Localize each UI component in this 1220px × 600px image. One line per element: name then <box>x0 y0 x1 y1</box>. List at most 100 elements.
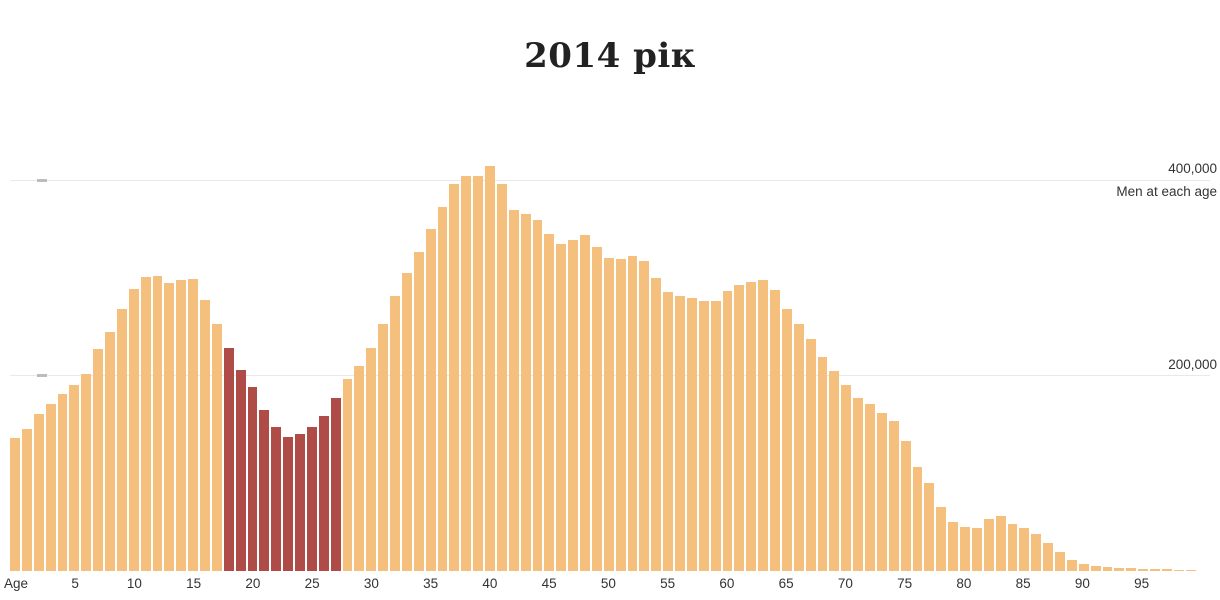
bar-age-96 <box>1150 569 1160 571</box>
bar-age-57 <box>686 298 697 571</box>
bar-age-46 <box>556 243 567 571</box>
bar-age-74 <box>888 420 899 571</box>
bar-age-39 <box>473 176 483 571</box>
bar-age-21 <box>259 409 270 571</box>
bar-age-79 <box>948 522 958 571</box>
bar-age-19 <box>235 369 246 571</box>
bar-age-48 <box>580 234 590 571</box>
bar-age-5 <box>69 385 80 571</box>
bar-age-24 <box>295 434 305 571</box>
bar-age-11 <box>140 276 151 571</box>
grid-tick-mark <box>37 178 47 182</box>
bar-age-54 <box>651 277 662 571</box>
bar-age-17 <box>211 323 222 571</box>
y-axis-annotation: Men at each age <box>1116 184 1217 199</box>
bar-age-38 <box>461 176 472 571</box>
bar-age-10 <box>128 288 139 571</box>
bar-age-16 <box>200 299 210 571</box>
bar-age-61 <box>734 284 745 571</box>
bar-age-73 <box>876 412 887 571</box>
bar-age-41 <box>496 183 507 571</box>
bar-age-56 <box>675 296 685 571</box>
chart-title: 2014 рік <box>524 36 696 76</box>
bar-age-62 <box>746 282 757 571</box>
bar-age-26 <box>318 415 329 571</box>
bar-age-8 <box>105 331 115 571</box>
bar-age-23 <box>283 436 293 571</box>
x-tick-label-50: 50 <box>600 576 616 591</box>
bar-age-43 <box>520 214 531 571</box>
x-tick-label-90: 90 <box>1074 576 1090 591</box>
bar-age-70 <box>841 385 852 571</box>
bar-age-6 <box>81 373 92 571</box>
bar-age-4 <box>57 393 68 571</box>
x-axis-corner-label: Age <box>4 576 29 591</box>
bar-age-1 <box>21 429 32 571</box>
bar-age-52 <box>627 255 638 571</box>
bar-age-60 <box>722 291 733 571</box>
y-tick-label: 200,000 <box>1168 356 1217 372</box>
x-axis: Age 5 10 15 20 25 30 35 40 45 50 55 60 65 70 75 80 85 90 9… <box>0 576 1220 596</box>
bar-age-34 <box>413 252 424 571</box>
x-tick-label-10: 10 <box>126 576 142 591</box>
bar-age-49 <box>591 247 602 571</box>
bar-age-40 <box>485 166 495 571</box>
bar-age-30 <box>366 347 377 571</box>
bar-age-78 <box>936 506 947 571</box>
bar-age-59 <box>710 300 721 571</box>
bar-age-51 <box>615 258 626 571</box>
bar-age-13 <box>164 282 175 571</box>
bar-age-45 <box>544 233 555 571</box>
grid-tick-mark <box>37 374 47 377</box>
bar-age-77 <box>924 483 935 571</box>
bar-age-7 <box>93 348 103 571</box>
bar-age-76 <box>912 466 923 571</box>
bar-age-81 <box>971 528 982 571</box>
bar-age-90 <box>1078 564 1089 571</box>
bar-age-47 <box>568 239 578 571</box>
bar-age-92 <box>1102 566 1113 571</box>
bar-age-72 <box>865 403 875 571</box>
x-tick-label-40: 40 <box>482 576 498 591</box>
x-tick-label-55: 55 <box>660 576 676 591</box>
bar-age-86 <box>1031 534 1042 571</box>
x-tick-label-45: 45 <box>541 576 557 591</box>
bar-age-12 <box>152 275 163 571</box>
bar-age-32 <box>390 295 400 571</box>
bar-age-28 <box>342 379 353 571</box>
bar-age-25 <box>306 427 317 571</box>
bar-age-94 <box>1126 568 1137 571</box>
bar-age-0 <box>10 438 20 571</box>
bar-age-50 <box>603 257 614 571</box>
bar-age-88 <box>1055 551 1065 571</box>
bar-age-95 <box>1138 568 1148 571</box>
bar-age-89 <box>1066 559 1077 571</box>
y-tick-label: 400,000 <box>1168 161 1217 176</box>
x-tick-label-80: 80 <box>956 576 972 591</box>
bar-age-80 <box>960 526 970 571</box>
bar-age-27 <box>330 398 341 571</box>
x-tick-label-15: 15 <box>186 576 202 591</box>
bar-age-55 <box>663 292 673 571</box>
x-tick-label-20: 20 <box>245 576 261 591</box>
bar-age-53 <box>639 260 650 571</box>
bar-age-64 <box>770 290 780 571</box>
bar-age-84 <box>1007 523 1018 571</box>
bar-age-69 <box>829 370 840 571</box>
x-tick-label-70: 70 <box>837 576 853 591</box>
bar-age-99 <box>1185 569 1196 571</box>
bar-age-75 <box>900 440 911 571</box>
bar-age-63 <box>758 279 768 571</box>
bar-age-31 <box>378 323 388 571</box>
bar-age-2 <box>33 413 44 571</box>
bar-age-68 <box>817 356 828 571</box>
bar-age-3 <box>45 404 56 571</box>
bar-age-82 <box>983 518 994 571</box>
bar-age-37 <box>449 183 460 571</box>
bar-age-98 <box>1173 569 1184 571</box>
bar-age-15 <box>188 278 198 571</box>
x-tick-label-35: 35 <box>423 576 439 591</box>
bar-age-71 <box>853 397 863 571</box>
bar-age-18 <box>223 347 234 571</box>
x-tick-label-25: 25 <box>304 576 320 591</box>
